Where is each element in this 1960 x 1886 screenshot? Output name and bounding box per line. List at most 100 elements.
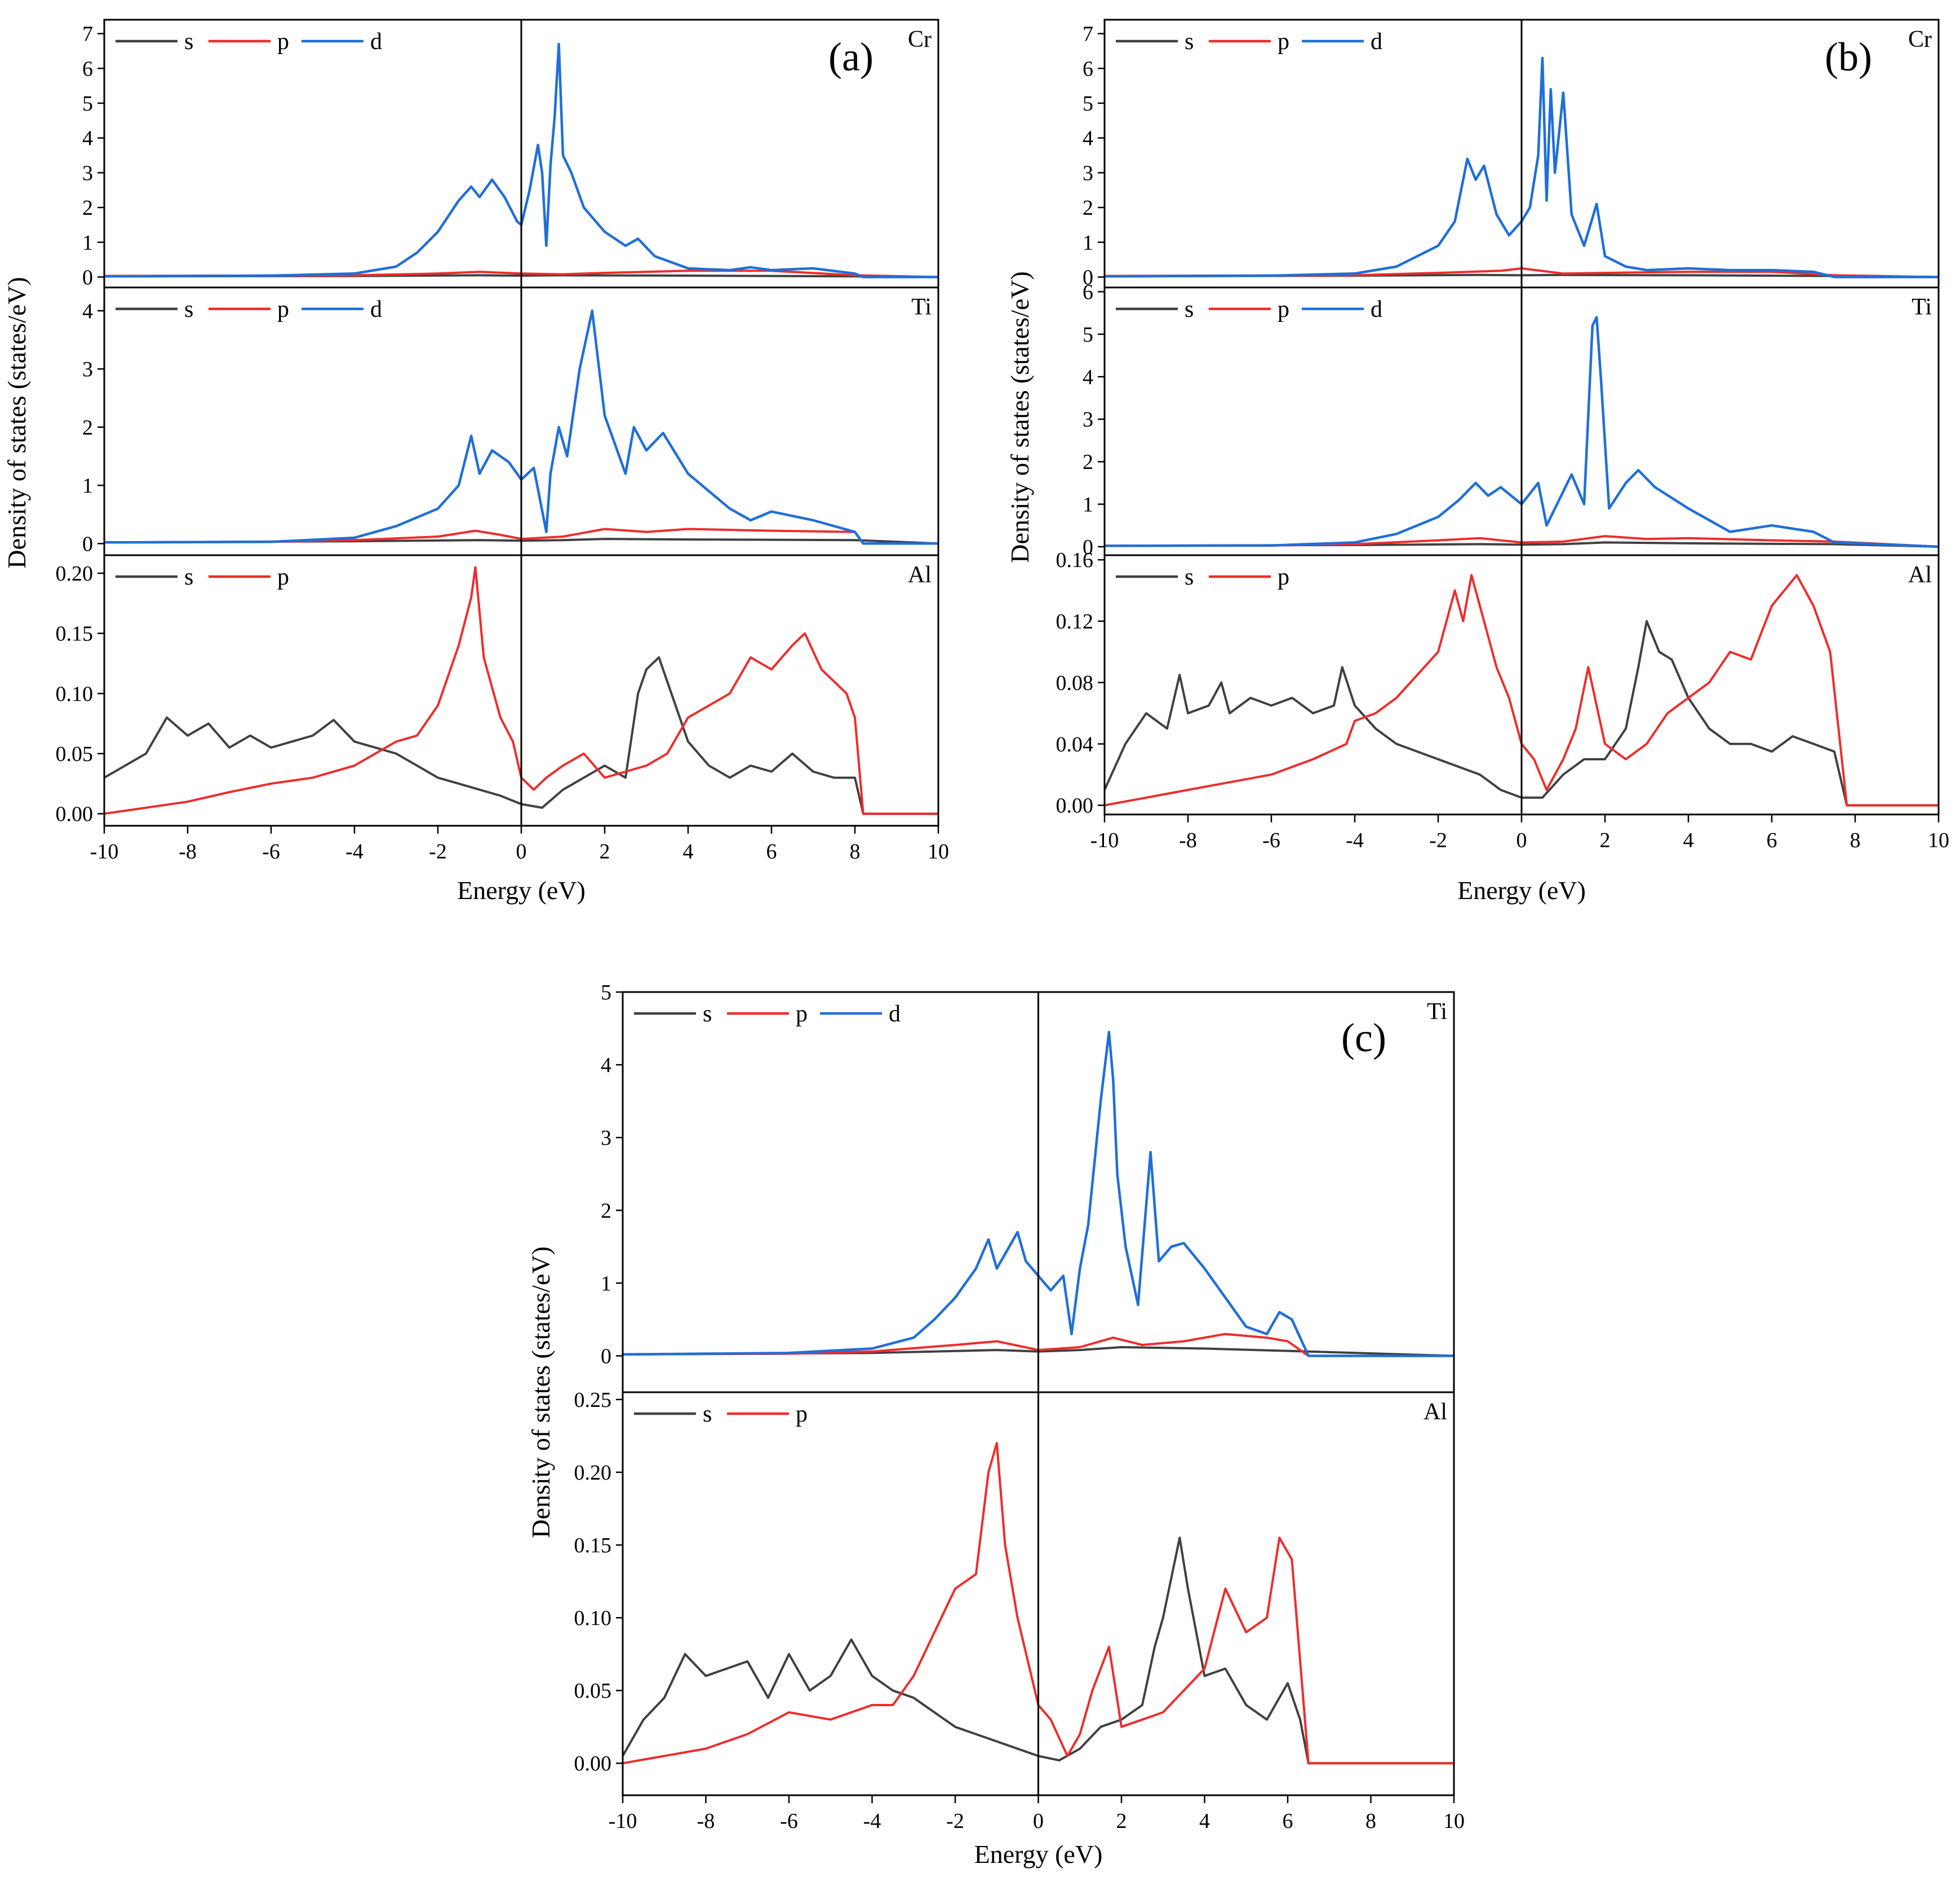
y-tick-label: 2 (1083, 196, 1093, 220)
element-label: Al (1424, 1399, 1447, 1425)
x-tick-label: -4 (1346, 829, 1364, 852)
panel-ti: 0 1 2 3 4 5 Ti s p d (601, 981, 1455, 1392)
series-p-line (1104, 535, 1939, 548)
y-tick-label: 3 (82, 161, 93, 185)
x-tick-label: -8 (1179, 829, 1197, 852)
y-tick-label: 0.05 (56, 742, 94, 766)
y-tick-label: 0.20 (574, 1461, 612, 1485)
figure-label: (c) (1341, 1015, 1386, 1060)
series-p-line (1104, 574, 1939, 807)
y-tick-label: 2 (601, 1199, 611, 1223)
x-tick-label: -2 (1429, 829, 1447, 852)
x-tick-label: -6 (262, 840, 280, 864)
x-tick-label: 2 (600, 840, 610, 864)
series-d-line (622, 1030, 1454, 1357)
x-tick-label: -6 (780, 1809, 798, 1833)
x-tick-label: 6 (1767, 829, 1777, 852)
y-tick-label: 5 (1083, 92, 1093, 116)
y-tick-label: 0.10 (56, 682, 94, 706)
x-tick-label: -10 (1090, 829, 1119, 852)
x-tick-label: 8 (1850, 829, 1861, 852)
y-tick-label: 2 (1083, 450, 1093, 474)
y-tick-label: 4 (82, 127, 93, 150)
x-tick-label: 4 (1199, 1809, 1210, 1833)
x-tick-label: 6 (766, 840, 777, 864)
y-tick-label: 0 (601, 1344, 611, 1368)
legend-label-s: s (703, 1401, 712, 1427)
series-p-line (622, 1442, 1454, 1765)
x-tick-label: -6 (1262, 829, 1280, 852)
y-tick-label: 0.12 (1056, 610, 1094, 634)
x-tick-label: -8 (697, 1809, 715, 1833)
legend-label-p: p (1278, 564, 1289, 590)
y-tick-label: 0.00 (574, 1752, 612, 1776)
series-s-line (622, 1346, 1455, 1357)
y-tick-label: 3 (1083, 161, 1093, 185)
y-tick-label: 4 (1083, 365, 1093, 389)
y-axis-title: Density of states (states/eV) (526, 1246, 555, 1538)
legend-label-p: p (277, 296, 289, 322)
y-tick-label: 1 (82, 231, 93, 255)
y-axis-title: Density of states (states/eV) (1005, 271, 1034, 563)
x-tick-label: 10 (928, 840, 949, 864)
legend-label-d: d (370, 296, 382, 322)
x-tick-label: -4 (863, 1809, 881, 1833)
y-tick-label: 0.15 (574, 1534, 612, 1557)
y-tick-label: 1 (601, 1272, 611, 1295)
y-tick-label: 0.25 (574, 1388, 612, 1412)
x-tick-label: 0 (516, 840, 527, 864)
series-d-line (104, 309, 938, 545)
y-tick-label: 4 (601, 1053, 611, 1077)
panel-cr: 0 1 2 3 4 5 6 7 Cr s p d (82, 20, 939, 289)
element-label: Ti (1912, 294, 1932, 320)
panel-cr: 0 1 2 3 4 5 6 7 Cr s p d (1083, 20, 1939, 289)
y-tick-label: 3 (82, 358, 93, 382)
legend-label-s: s (1185, 296, 1194, 322)
legend-label-s: s (1185, 29, 1194, 55)
y-tick-label: 7 (82, 23, 93, 46)
y-tick-label: 3 (1083, 408, 1093, 432)
series-d-line (1104, 316, 1939, 548)
series-p-line (104, 269, 939, 278)
series-d-line (104, 42, 938, 278)
y-tick-label: 4 (82, 299, 93, 323)
y-tick-label: 4 (1083, 127, 1093, 150)
y-tick-label: 0.00 (1056, 794, 1094, 818)
series-p-line (1104, 267, 1939, 278)
chart-3: 0 1 2 3 4 5 Ti s p d 0.00 0.05 0.10 0.15 0.20 0.25 Al s p -… (526, 981, 1465, 1869)
series-s-line (1103, 620, 1939, 807)
figure-label: (b) (1825, 34, 1872, 79)
x-axis-title: Energy (eV) (457, 876, 586, 905)
y-tick-label: 0 (1083, 265, 1093, 289)
x-tick-label: 0 (1033, 1809, 1044, 1833)
y-tick-label: 0.08 (1056, 671, 1094, 695)
y-tick-label: 0 (82, 532, 93, 556)
x-tick-label: -10 (90, 840, 119, 864)
legend-label-d: d (370, 29, 382, 55)
legend-label-p: p (277, 29, 289, 55)
legend-label-p: p (796, 1401, 808, 1427)
y-tick-label: 6 (1083, 281, 1093, 304)
figure-label: (a) (828, 34, 873, 79)
chart-2: 0 1 2 3 4 5 6 7 Cr s p d 0 1 2 3 4 5 6 Ti s p d 0.00 0.04 0.08 0.1… (1005, 19, 1949, 905)
series-p-line (104, 528, 938, 545)
y-tick-label: 3 (601, 1126, 611, 1150)
panel-ti: 0 1 2 3 4 5 6 Ti s p d (1083, 281, 1939, 559)
y-tick-label: 1 (1083, 493, 1093, 517)
legend-label-p: p (1278, 296, 1289, 322)
x-tick-label: 4 (683, 840, 694, 864)
y-tick-label: 5 (1083, 323, 1093, 347)
legend-label-s: s (184, 296, 193, 322)
y-tick-label: 0.04 (1056, 733, 1094, 756)
legend-label-p: p (277, 564, 289, 590)
element-label: Al (1908, 562, 1932, 588)
panel-ti: 0 1 2 3 4 Ti s p d (82, 286, 939, 556)
legend-label-s: s (184, 564, 193, 590)
x-tick-label: 8 (1365, 1809, 1376, 1833)
x-tick-label: -8 (179, 840, 197, 864)
y-tick-label: 1 (82, 474, 93, 498)
x-axis-title: Energy (eV) (974, 1840, 1103, 1869)
x-axis-title: Energy (eV) (1457, 876, 1586, 905)
